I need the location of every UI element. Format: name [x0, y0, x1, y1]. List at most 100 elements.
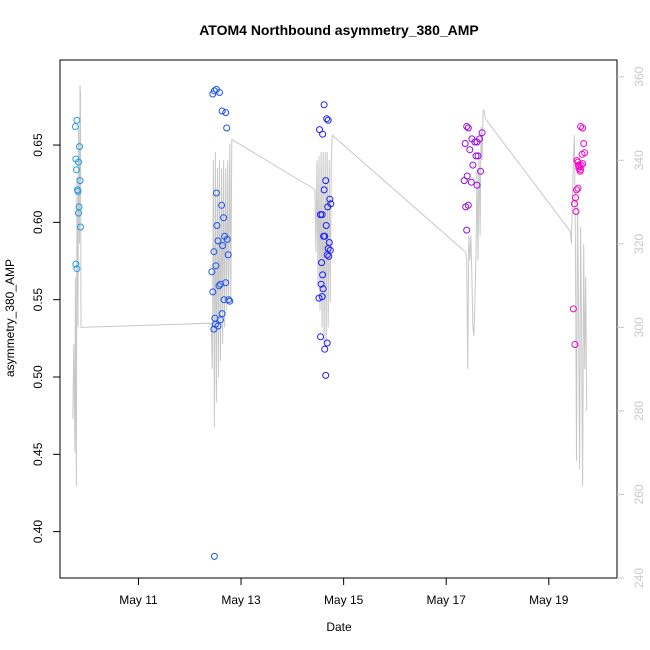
data-point: [76, 143, 83, 151]
data-point: [572, 208, 580, 215]
y2-tick-label: 260: [632, 484, 646, 504]
data-point: [224, 251, 232, 259]
y-tick-label: 0.60: [31, 210, 45, 234]
x-tick-label: May 15: [324, 593, 364, 607]
data-point: [322, 371, 330, 379]
data-point: [212, 189, 220, 197]
y2-tick-label: 360: [632, 66, 646, 86]
data-point: [208, 268, 216, 276]
data-point: [76, 177, 84, 185]
data-point: [212, 262, 220, 270]
data-point: [211, 320, 219, 328]
y-tick-label: 0.55: [31, 288, 45, 312]
data-point: [222, 279, 230, 287]
data-point: [324, 203, 332, 211]
data-point: [72, 166, 80, 174]
data-point: [317, 280, 325, 288]
y2-tick-label: 240: [632, 568, 646, 588]
data-point: [75, 158, 82, 166]
data-point: [222, 109, 230, 117]
data-point: [210, 87, 218, 95]
plot-frame: [59, 59, 618, 579]
data-point: [213, 222, 221, 229]
data-point: [74, 187, 82, 195]
data-point: [218, 107, 226, 115]
x-tick-label: May 17: [427, 593, 467, 607]
data-point: [574, 184, 582, 192]
data-point: [225, 296, 233, 304]
data-point: [71, 123, 79, 130]
data-point: [223, 124, 231, 132]
data-point: [72, 260, 80, 268]
data-point: [464, 124, 472, 132]
data-point: [223, 235, 231, 243]
y2-tick-label: 280: [632, 401, 646, 421]
data-point: [217, 316, 224, 324]
y2-tick-label: 340: [632, 150, 646, 170]
data-point: [214, 237, 222, 245]
data-point: [226, 297, 234, 305]
data-point: [478, 129, 486, 137]
chart-title: ATOM4 Northbound asymmetry_380_AMP: [199, 22, 479, 38]
data-point: [322, 177, 330, 185]
data-point: [326, 195, 334, 203]
data-point: [463, 123, 471, 130]
data-point: [469, 161, 477, 169]
data-point: [477, 167, 485, 175]
data-point: [315, 294, 323, 302]
data-point: [461, 140, 469, 147]
data-point: [218, 310, 226, 318]
y2-tick-label: 300: [632, 317, 646, 337]
x-tick-label: May 19: [529, 593, 569, 607]
data-point: [323, 115, 331, 123]
series-layer: [71, 85, 589, 560]
data-point: [576, 167, 584, 175]
data-point: [215, 282, 223, 290]
data-point: [318, 211, 326, 219]
data-point: [460, 177, 468, 185]
data-point: [77, 223, 84, 231]
data-point: [474, 152, 482, 160]
data-point: [579, 160, 587, 168]
data-point: [571, 341, 579, 348]
data-point: [317, 333, 324, 341]
data-point: [218, 201, 226, 209]
data-point: [323, 339, 331, 347]
data-point: [573, 186, 580, 194]
y-tick-label: 0.50: [31, 365, 45, 389]
data-point: [219, 242, 227, 250]
data-point: [321, 232, 329, 240]
data-point: [319, 130, 327, 138]
data-point: [323, 251, 331, 259]
x-tick-label: May 11: [119, 593, 158, 607]
data-point: [319, 285, 327, 293]
data-point: [73, 116, 81, 124]
data-point: [462, 203, 470, 211]
data-point: [75, 209, 82, 217]
data-point: [324, 116, 332, 124]
data-point: [210, 248, 218, 256]
data-point: [73, 265, 81, 273]
y-tick-label: 0.65: [31, 133, 45, 157]
x-axis-label: Date: [326, 620, 352, 634]
data-point: [321, 345, 329, 353]
data-point: [472, 152, 480, 160]
data-point: [569, 305, 577, 313]
data-point: [220, 214, 228, 222]
data-point: [573, 157, 581, 164]
data-point: [467, 178, 475, 186]
y2-tick-label: 320: [632, 233, 646, 253]
data-point: [319, 271, 327, 279]
data-point: [581, 149, 589, 157]
data-point: [577, 123, 585, 130]
data-point: [463, 226, 471, 234]
series-line: [72, 85, 588, 487]
data-point: [322, 222, 330, 229]
data-point: [579, 124, 587, 132]
data-point: [318, 259, 326, 267]
y-axis-label: asymmetry_380_AMP: [3, 259, 17, 377]
data-point: [466, 146, 474, 154]
data-point: [570, 200, 578, 208]
axes-layer: May 11 May 13 May 15 May 17 May 19 0.40 0.45 0.…: [31, 66, 646, 607]
